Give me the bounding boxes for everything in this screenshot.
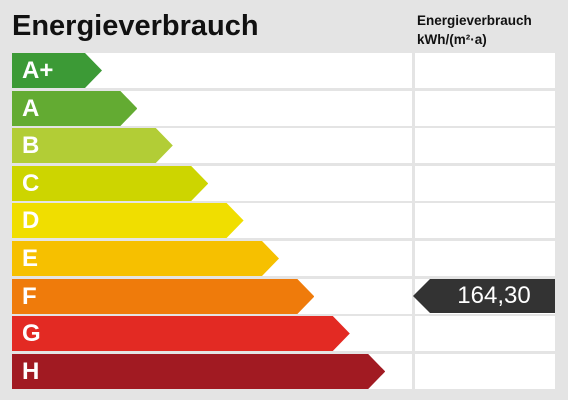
class-cell: C	[12, 165, 412, 201]
arrow-shape	[12, 278, 315, 314]
value-cell	[415, 353, 555, 389]
arrow-shape	[12, 165, 209, 201]
energy-class-row: E	[12, 241, 555, 276]
arrow-shape	[12, 241, 279, 276]
energy-class-arrow: C	[12, 165, 209, 201]
energy-class-arrow: D	[12, 203, 244, 239]
energy-class-row: D	[12, 203, 555, 239]
arrow-shape	[12, 90, 138, 126]
arrow-shape	[12, 353, 386, 389]
class-cell: F	[12, 278, 412, 314]
energy-class-label: E	[22, 245, 39, 272]
arrow-shape	[12, 53, 102, 88]
energy-class-row: G	[12, 316, 555, 352]
energy-class-row: C	[12, 165, 555, 201]
energy-class-row: F	[12, 278, 555, 314]
energy-class-row: A	[12, 90, 555, 126]
class-cell: E	[12, 241, 412, 276]
class-cell: A	[12, 90, 412, 126]
column-header: Energieverbrauch kWh/(m²·a)	[417, 11, 532, 49]
column-header-unit: kWh/(m²·a)	[417, 32, 487, 47]
energy-class-label: A	[22, 94, 40, 122]
class-cell: A+	[12, 53, 412, 88]
arrow-shape	[12, 128, 173, 164]
energy-class-arrow: H	[12, 353, 386, 389]
value-cell	[415, 90, 555, 126]
class-cell: H	[12, 353, 412, 389]
energy-class-arrow: A+	[12, 53, 102, 88]
value-cell	[415, 203, 555, 239]
arrow-shape	[12, 316, 350, 352]
value-cell	[415, 165, 555, 201]
energy-class-label: C	[22, 169, 40, 197]
energy-class-label: H	[22, 357, 40, 385]
consumption-value: 164,30	[457, 282, 531, 309]
energy-class-label: G	[22, 320, 41, 348]
energy-class-row: A+	[12, 53, 555, 88]
class-cell: G	[12, 316, 412, 352]
value-cell	[415, 128, 555, 164]
value-cell	[415, 53, 555, 88]
consumption-marker: 164,30	[413, 279, 555, 313]
energy-class-arrow: E	[12, 241, 279, 276]
class-cell: B	[12, 128, 412, 164]
energy-class-arrow: B	[12, 128, 173, 164]
energy-class-label: A+	[22, 57, 54, 84]
energy-class-label: D	[22, 207, 40, 235]
value-cell	[415, 241, 555, 276]
energy-class-row: B	[12, 128, 555, 164]
arrow-shape	[12, 203, 244, 239]
value-cell	[415, 316, 555, 352]
marker-arrow-shape	[413, 279, 555, 313]
energy-class-label: B	[22, 132, 40, 160]
page-title: Energieverbrauch	[12, 10, 259, 42]
class-cell: D	[12, 203, 412, 239]
energy-class-arrow: F	[12, 278, 315, 314]
energy-class-row: H	[12, 353, 555, 389]
column-header-line1: Energieverbrauch	[417, 13, 532, 28]
energy-class-label: F	[22, 282, 37, 310]
energy-class-arrow: G	[12, 316, 350, 352]
energy-class-arrow: A	[12, 90, 138, 126]
